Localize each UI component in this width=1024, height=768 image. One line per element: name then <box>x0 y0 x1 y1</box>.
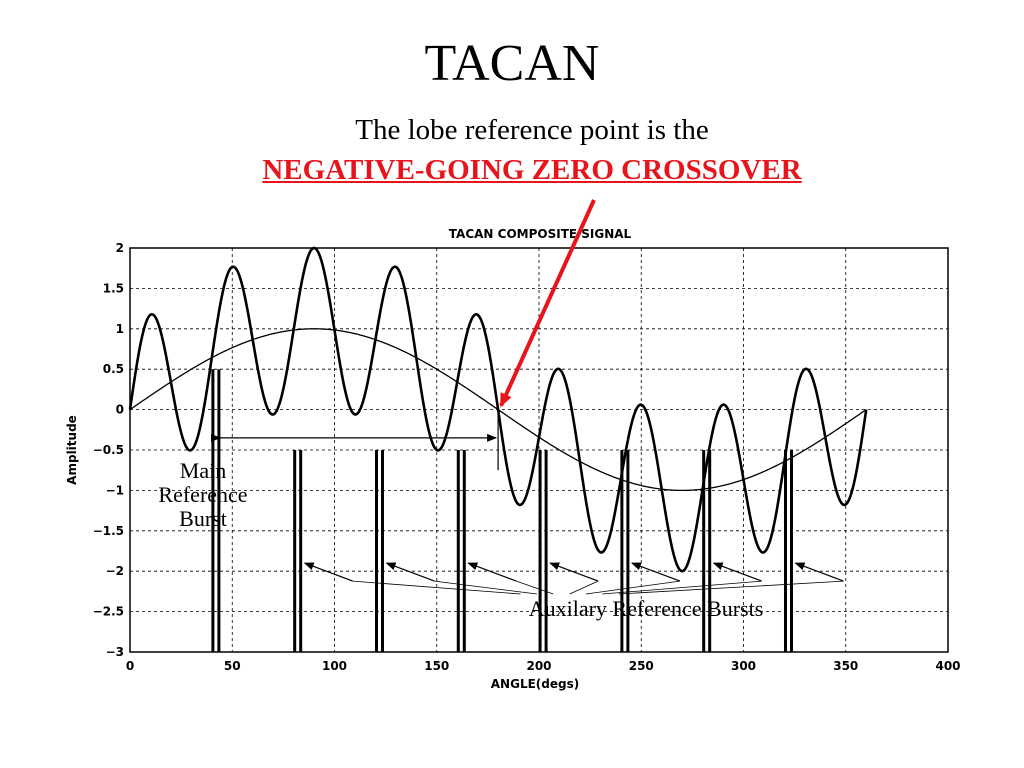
y-axis-label: Amplitude <box>65 415 79 485</box>
aux-burst-arrow <box>385 562 435 582</box>
aux-burst-label: Auxilary Reference Bursts <box>529 596 764 621</box>
y-tick-label: 0.5 <box>103 362 124 376</box>
reference-bursts <box>211 369 793 652</box>
main-burst-label: Burst <box>179 506 227 531</box>
x-tick-label: 100 <box>322 659 347 673</box>
aux-burst-leader <box>516 580 554 595</box>
aux-burst-leader <box>569 580 599 595</box>
main-burst-label: Main <box>180 458 226 483</box>
x-tick-label: 400 <box>935 659 960 673</box>
aux-burst-leader <box>602 580 762 595</box>
aux-burst-leader <box>618 580 844 595</box>
aux-burst-arrow <box>794 562 844 582</box>
aux-burst-arrow <box>549 562 599 582</box>
y-tick-label: 1.5 <box>103 281 124 295</box>
y-tick-label: −1 <box>106 483 124 497</box>
subtitle-line-2: NEGATIVE-GOING ZERO CROSSOVER <box>262 154 802 186</box>
aux-burst-arrow <box>712 562 762 582</box>
chart-title: TACAN COMPOSITE SIGNAL <box>449 227 632 241</box>
aux-burst-arrow <box>467 562 517 582</box>
aux-burst-leader <box>585 580 680 595</box>
y-tick-label: −3 <box>106 645 124 659</box>
y-tick-label: 2 <box>116 241 124 255</box>
slide-title: TACAN <box>424 35 600 92</box>
x-tick-label: 250 <box>629 659 654 673</box>
aux-burst-leader <box>352 580 521 595</box>
y-tick-label: −2.5 <box>93 605 124 619</box>
aux-burst-arrow <box>630 562 681 582</box>
y-tick-label: −0.5 <box>93 443 124 457</box>
zero-crossover-arrow <box>499 199 596 408</box>
x-tick-label: 150 <box>424 659 449 673</box>
x-tick-label: 50 <box>224 659 241 673</box>
aux-burst-arrow <box>303 562 353 582</box>
x-tick-label: 300 <box>731 659 756 673</box>
subtitle-line-1: The lobe reference point is the <box>355 114 709 146</box>
tick-labels: 0 50 100 150 200 250 300 350 400 2 1.5 1 0.5 0 −0.5 −1 −… <box>93 241 961 673</box>
y-tick-label: 0 <box>116 403 124 417</box>
y-tick-label: 1 <box>116 322 124 336</box>
main-burst-label: Reference <box>158 482 247 507</box>
y-tick-label: −2 <box>106 564 124 578</box>
x-tick-label: 200 <box>526 659 551 673</box>
y-tick-label: −1.5 <box>93 524 124 538</box>
x-tick-label: 350 <box>833 659 858 673</box>
aux-burst-leader <box>434 580 537 595</box>
x-axis-label: ANGLE(degs) <box>491 677 579 691</box>
x-tick-label: 0 <box>126 659 134 673</box>
